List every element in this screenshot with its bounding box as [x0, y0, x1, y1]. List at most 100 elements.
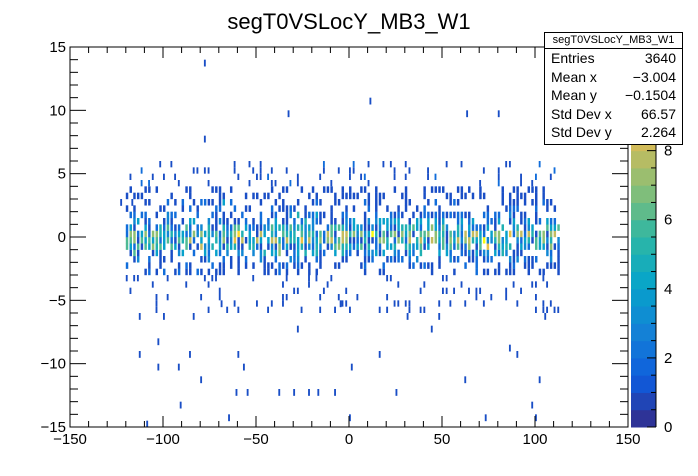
heatmap-cell	[479, 224, 482, 231]
heatmap-cell	[516, 199, 519, 206]
heatmap-cell	[438, 218, 441, 225]
heatmap-cell	[296, 180, 299, 187]
heatmap-cell	[159, 256, 162, 263]
heatmap-cell	[423, 237, 426, 244]
heatmap-cell	[282, 300, 284, 307]
heatmap-cell	[430, 224, 434, 231]
heatmap-cell	[531, 256, 534, 263]
heatmap-cell	[174, 173, 177, 180]
heatmap-cell	[482, 249, 486, 257]
heatmap-cell	[308, 230, 311, 238]
heatmap-cell	[512, 249, 516, 257]
heatmap-cell	[460, 192, 464, 200]
heatmap-cell	[274, 180, 277, 187]
heatmap-cell	[282, 186, 285, 193]
heatmap-cell	[237, 218, 240, 225]
heatmap-cell	[163, 243, 166, 250]
heatmap-cell	[479, 186, 482, 193]
heatmap-cell	[211, 224, 214, 231]
heatmap-cell	[501, 237, 504, 244]
heatmap-cell	[490, 230, 493, 238]
heatmap-cell	[138, 351, 141, 358]
heatmap-cell	[401, 224, 404, 231]
heatmap-cell	[389, 218, 393, 225]
stats-row-mean-x: Mean x −3.004	[545, 68, 682, 87]
heatmap-cell	[330, 180, 333, 187]
heatmap-cell	[449, 199, 452, 206]
heatmap-cell	[233, 167, 236, 174]
heatmap-cell	[274, 218, 278, 225]
heatmap-cell	[486, 218, 490, 225]
heatmap-cell	[263, 262, 266, 269]
colorbar-segment	[631, 254, 656, 273]
heatmap-cell	[256, 243, 259, 250]
heatmap-cell	[531, 224, 534, 231]
heatmap-cell	[460, 243, 464, 250]
heatmap-cell	[549, 218, 553, 225]
heatmap-cell	[222, 211, 225, 219]
heatmap-cell	[497, 211, 501, 219]
y-tick-label: 15	[49, 39, 66, 56]
heatmap-cell	[460, 281, 463, 288]
stats-std-x-value: 66.57	[640, 105, 676, 122]
heatmap-cell	[163, 268, 166, 276]
heatmap-cell	[177, 224, 181, 231]
heatmap-cell	[557, 243, 560, 250]
heatmap-cell	[136, 249, 140, 257]
heatmap-cell	[549, 224, 553, 231]
heatmap-cell	[401, 192, 404, 200]
heatmap-cell	[535, 294, 537, 301]
heatmap-cell	[375, 205, 378, 212]
heatmap-cell	[155, 243, 159, 250]
heatmap-cell	[330, 211, 333, 219]
heatmap-cell	[274, 256, 278, 263]
heatmap-cell	[401, 230, 404, 238]
heatmap-cell	[133, 211, 136, 219]
heatmap-cell	[408, 230, 411, 238]
heatmap-cell	[163, 256, 166, 263]
heatmap-cell	[330, 224, 333, 231]
heatmap-cell	[296, 249, 300, 257]
heatmap-cell	[148, 268, 151, 276]
heatmap-cell	[296, 199, 300, 206]
heatmap-cell	[486, 268, 490, 276]
heatmap-cell	[218, 186, 222, 193]
heatmap-cell	[520, 173, 522, 180]
heatmap-cell	[311, 186, 315, 193]
heatmap-cell	[494, 237, 497, 244]
heatmap-cell	[296, 287, 299, 294]
heatmap-cell	[189, 237, 192, 244]
heatmap-cell	[278, 249, 281, 257]
heatmap-cell	[222, 224, 225, 231]
heatmap-cell	[557, 268, 560, 276]
heatmap-cell	[508, 262, 512, 269]
heatmap-cell	[155, 268, 159, 276]
heatmap-cell	[375, 218, 378, 225]
heatmap-cell	[460, 186, 464, 193]
heatmap-cell	[404, 224, 408, 231]
heatmap-cell	[468, 211, 471, 219]
heatmap-cell	[330, 237, 333, 244]
heatmap-cell	[252, 243, 255, 250]
heatmap-cell	[296, 268, 300, 276]
heatmap-cell	[535, 414, 537, 422]
heatmap-cell	[508, 161, 511, 168]
y-tick-label: −15	[41, 419, 66, 436]
heatmap-cell	[445, 161, 448, 168]
heatmap-cell	[177, 363, 180, 371]
heatmap-cell	[315, 211, 318, 219]
heatmap-cell	[218, 249, 222, 257]
heatmap-cell	[196, 230, 199, 238]
heatmap-cell	[157, 363, 160, 371]
heatmap-cell	[241, 211, 244, 219]
heatmap-cell	[378, 306, 381, 313]
heatmap-cell	[363, 262, 367, 269]
heatmap-cell	[531, 281, 534, 288]
heatmap-cell	[516, 237, 519, 244]
x-tick-label: 0	[345, 431, 353, 448]
heatmap-cell	[215, 224, 218, 231]
heatmap-cell	[337, 199, 341, 206]
heatmap-cell	[233, 224, 237, 231]
heatmap-cell	[270, 237, 274, 244]
heatmap-cell	[468, 224, 471, 231]
